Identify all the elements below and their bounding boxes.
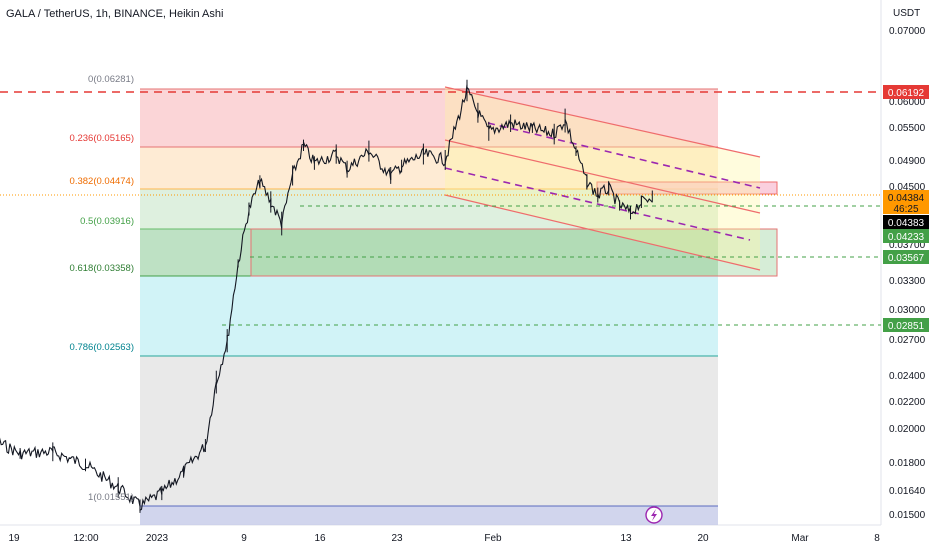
price-tick: 0.04500 [889, 182, 926, 193]
last-close-badge [883, 215, 929, 229]
lightning-icon[interactable] [645, 506, 663, 524]
resistance-badge-text: 0.06192 [888, 88, 925, 99]
demand-zone-box [250, 228, 778, 277]
fib-label-382: 0.382(0.04474) [70, 176, 134, 187]
price-tick: 0.06000 [889, 97, 926, 108]
price-tick: 0.02400 [889, 371, 926, 382]
resistance-box [596, 181, 778, 195]
channel-quarter-lower [444, 167, 751, 241]
fib-zone-1-ext [140, 506, 718, 525]
fib-labels: 0(0.06281) 0.236(0.05165) 0.382(0.04474)… [70, 74, 134, 503]
price-axis[interactable]: USDT 0.07000 0.06000 0.05500 0.04900 0.0… [889, 8, 926, 521]
price-line [0, 84, 653, 512]
fib-zone-0-236 [140, 89, 718, 147]
symbol-title: GALA / TetherUS, 1h, BINANCE, Heikin Ash… [6, 8, 223, 20]
time-tick: 9 [241, 533, 247, 544]
time-tick: 13 [620, 533, 632, 544]
price-tick: 0.04900 [889, 156, 926, 167]
fib-zone-786-1 [140, 356, 718, 506]
support-badge-1-text: 0.04233 [888, 232, 925, 243]
support-badge-2-text: 0.03567 [888, 253, 925, 264]
price-tick: 0.07000 [889, 26, 926, 37]
current-price-text: 0.04384 [888, 193, 925, 204]
fib-zone-618-786 [140, 276, 718, 356]
price-axis-unit: USDT [893, 8, 920, 19]
price-tick: 0.02700 [889, 335, 926, 346]
price-series [0, 79, 653, 513]
descending-channel [444, 86, 761, 271]
support-badge-2 [883, 250, 929, 264]
fib-label-5: 0.5(0.03916) [80, 216, 134, 227]
price-tick: 0.03000 [889, 305, 926, 316]
price-tick: 0.01640 [889, 486, 926, 497]
fib-label-618: 0.618(0.03358) [70, 263, 134, 274]
time-tick: 2023 [146, 533, 169, 544]
time-tick: Feb [484, 533, 502, 544]
countdown-text: 46:25 [893, 204, 918, 215]
channel-top [444, 86, 761, 158]
fib-zones [140, 88, 718, 525]
resistance-badge [883, 85, 929, 99]
fib-label-236: 0.236(0.05165) [70, 133, 134, 144]
price-tick: 0.01800 [889, 458, 926, 469]
support-badge-3 [883, 318, 929, 332]
price-tick: 0.01500 [889, 510, 926, 521]
support-badge-3-text: 0.02851 [888, 321, 925, 332]
price-tick: 0.02200 [889, 397, 926, 408]
fib-label-1: 1(0.01551) [88, 492, 134, 503]
price-badges: 0.06192 0.04384 46:25 0.04383 0.04233 0.… [883, 85, 929, 332]
time-axis[interactable]: 19 12:00 2023 9 16 23 Feb 13 20 Mar 8 [8, 533, 880, 544]
time-tick: 12:00 [73, 533, 98, 544]
price-tick: 0.02000 [889, 424, 926, 435]
fib-label-0: 0(0.06281) [88, 74, 134, 85]
time-tick: 16 [314, 533, 326, 544]
channel-quarter-upper [487, 122, 761, 189]
channel-middle [444, 139, 761, 214]
time-tick: 8 [874, 533, 880, 544]
support-badge-1 [883, 229, 929, 243]
time-tick: 19 [8, 533, 20, 544]
fib-label-786: 0.786(0.02563) [70, 342, 134, 353]
time-tick: 23 [391, 533, 403, 544]
current-price-badge [883, 190, 929, 214]
time-tick: 20 [697, 533, 709, 544]
time-tick: Mar [791, 533, 809, 544]
last-close-text: 0.04383 [888, 218, 925, 229]
price-tick: 0.03700 [889, 240, 926, 251]
price-tick: 0.03300 [889, 276, 926, 287]
price-tick: 0.05500 [889, 123, 926, 134]
